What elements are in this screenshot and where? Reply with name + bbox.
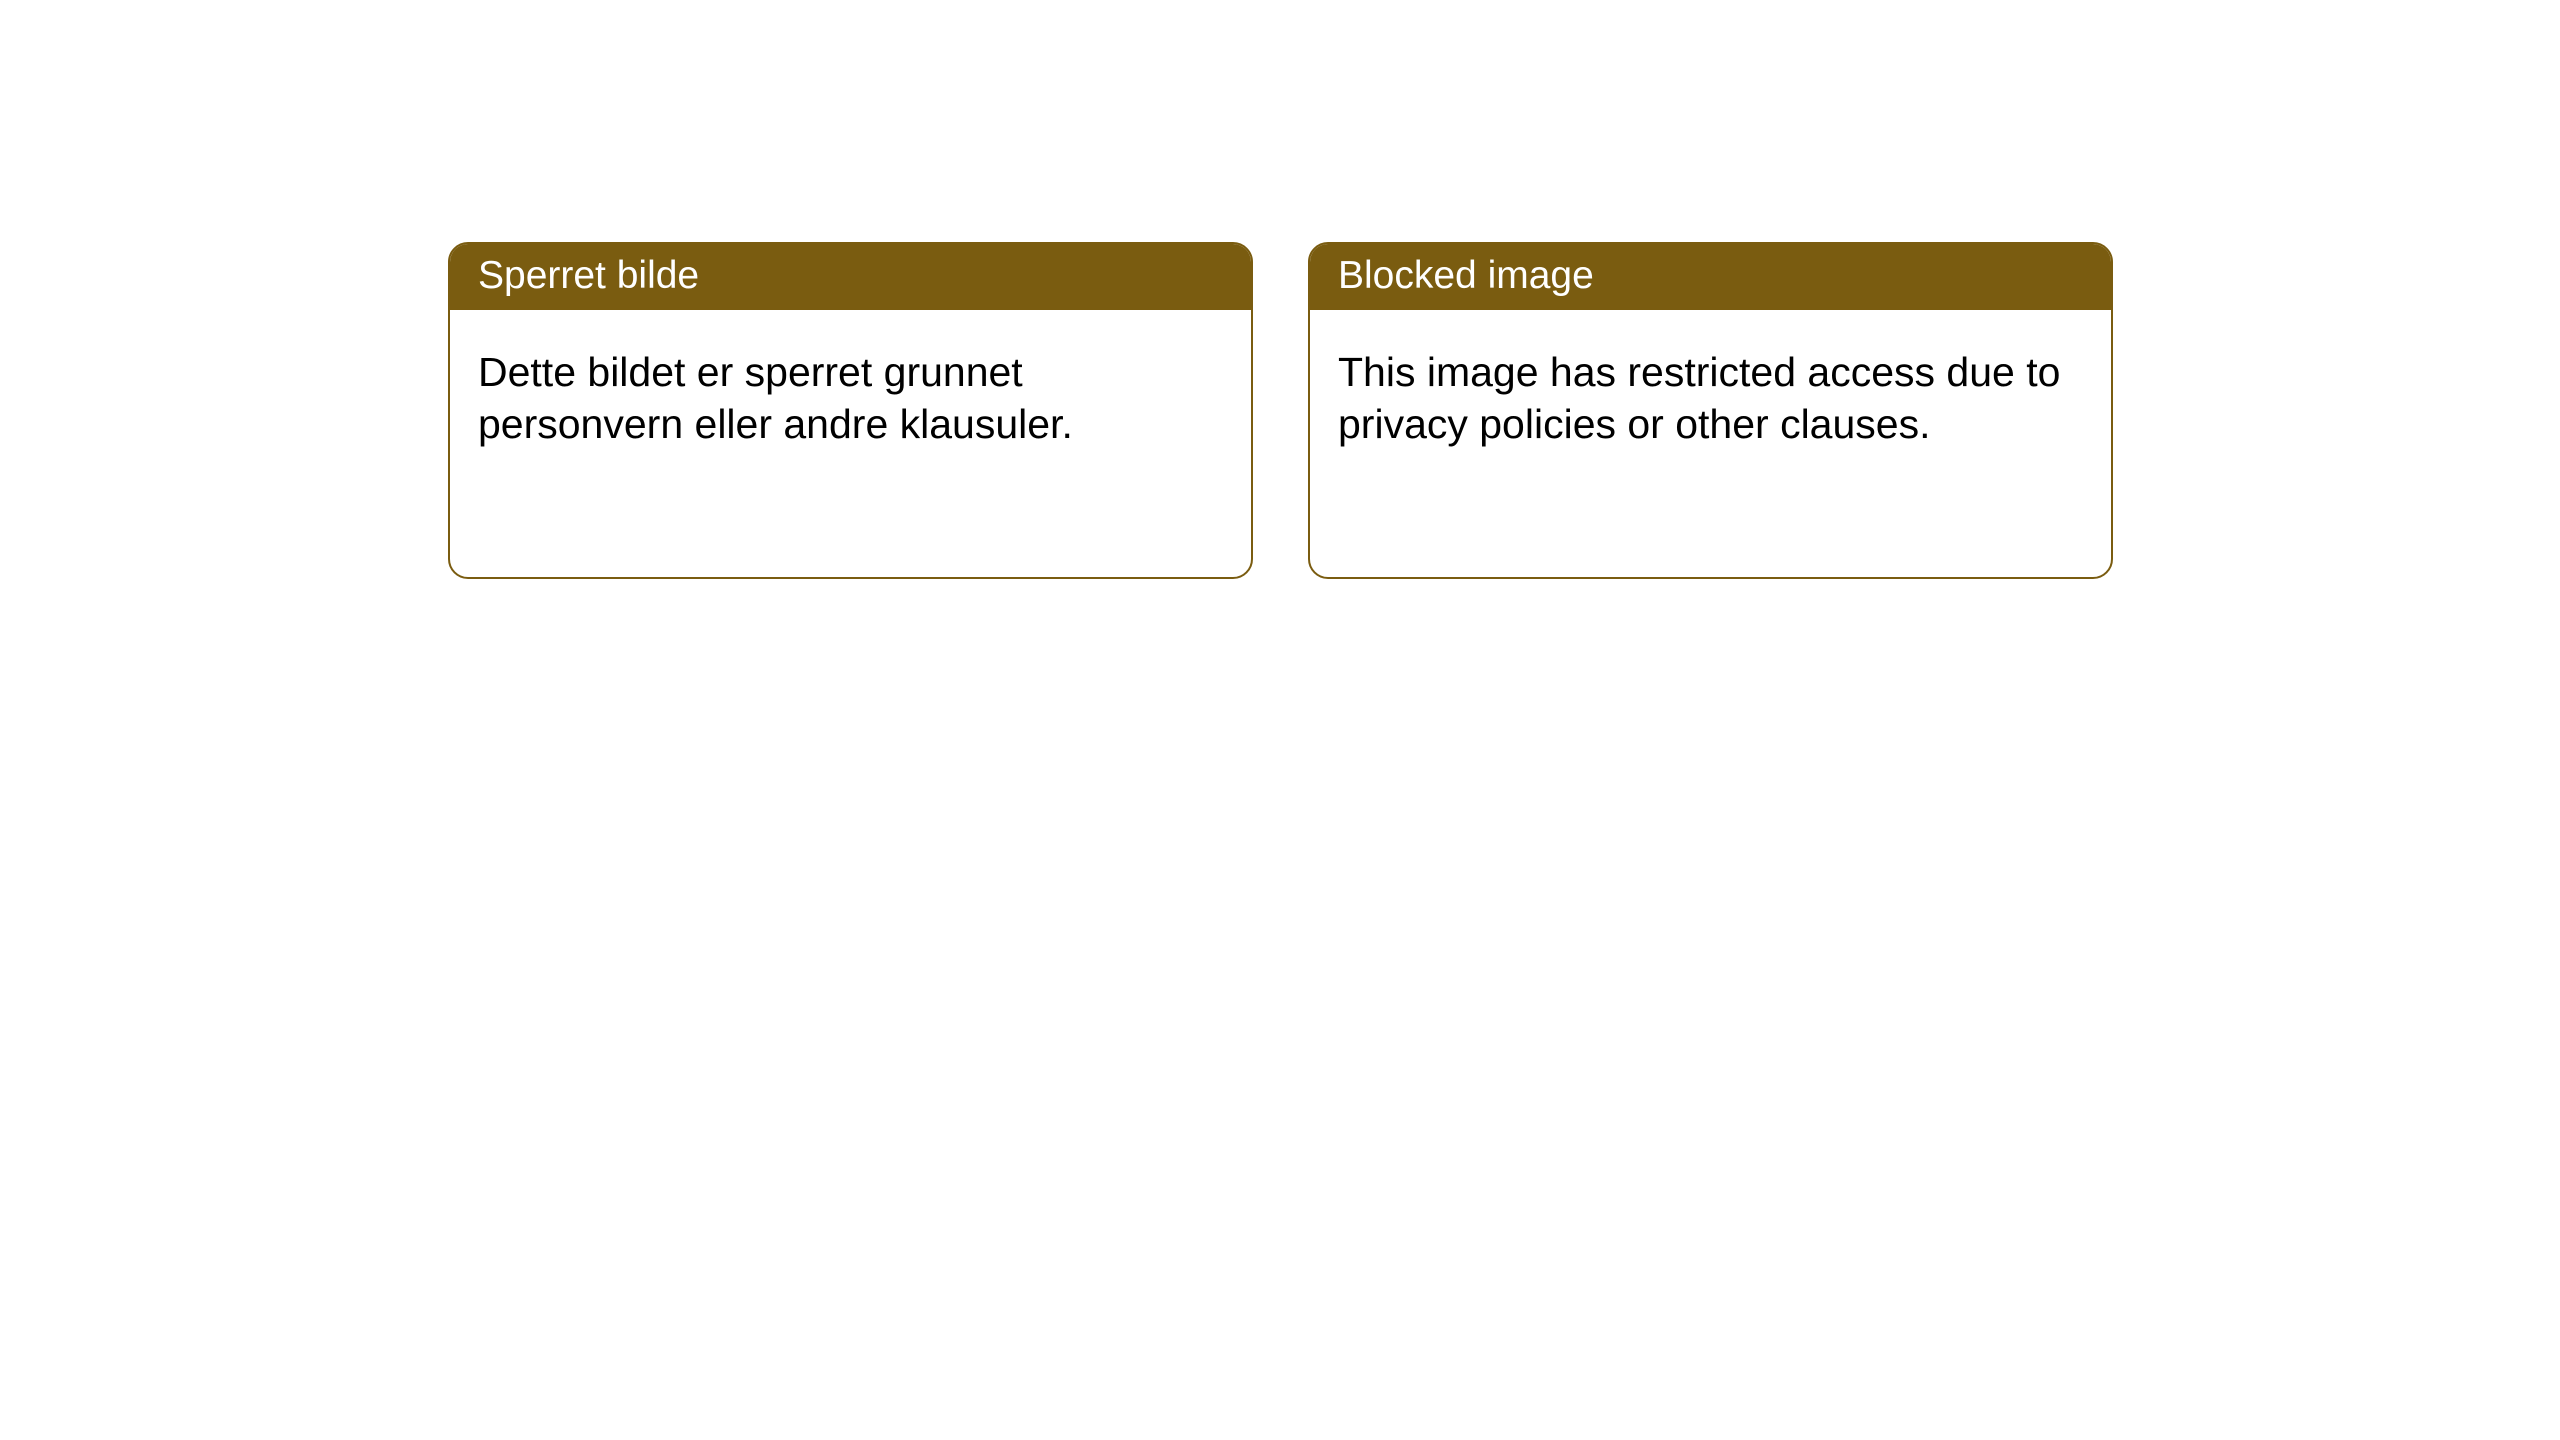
notice-cards-container: Sperret bilde Dette bildet er sperret gr…	[0, 0, 2560, 579]
blocked-image-card-no: Sperret bilde Dette bildet er sperret gr…	[448, 242, 1253, 579]
card-body-no: Dette bildet er sperret grunnet personve…	[450, 310, 1251, 486]
card-header-en: Blocked image	[1310, 244, 2111, 310]
card-body-en: This image has restricted access due to …	[1310, 310, 2111, 486]
card-header-no: Sperret bilde	[450, 244, 1251, 310]
blocked-image-card-en: Blocked image This image has restricted …	[1308, 242, 2113, 579]
